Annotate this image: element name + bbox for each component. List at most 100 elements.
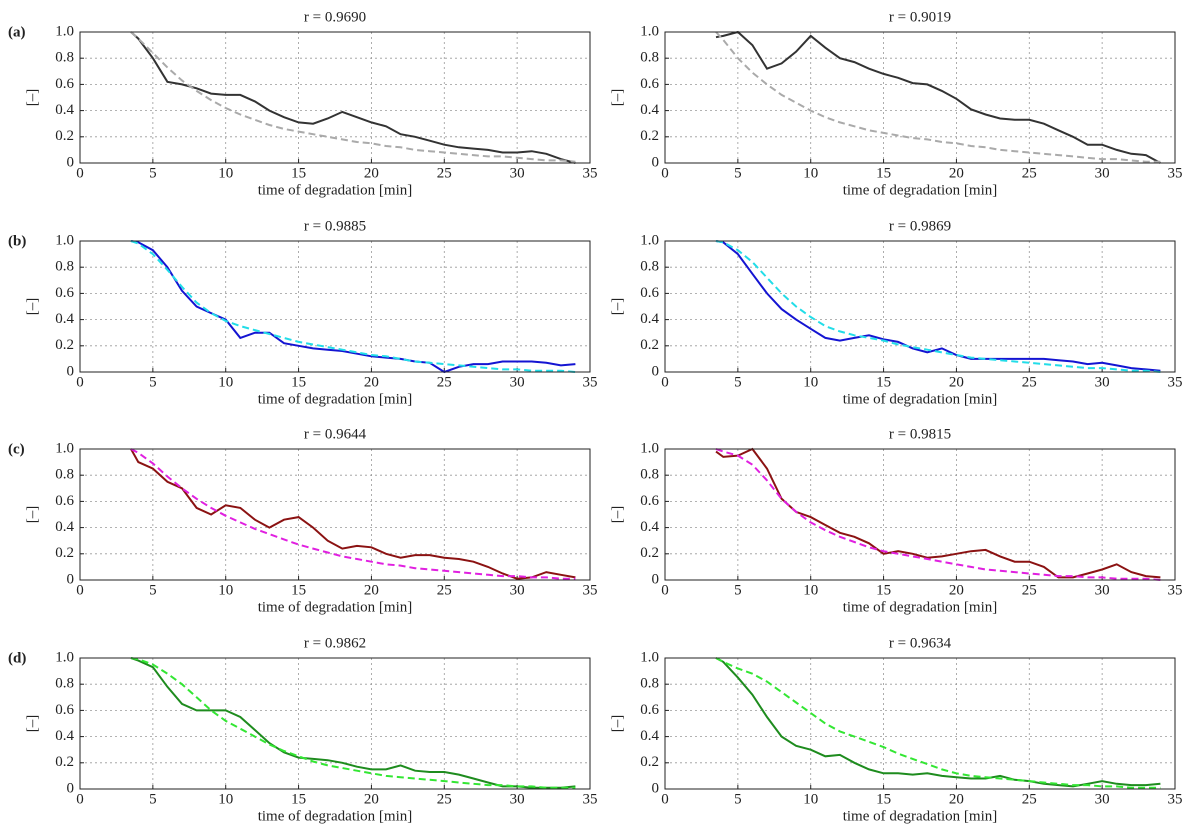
y-axis-label: [–] [24,89,40,107]
x-tick-label: 30 [1095,791,1110,807]
panel-label: (a) [8,24,26,40]
subplot: r = 0.9869 0 5 10 15 20 25 30 35 0 0.2 0.4 0.6 0.8 1.0… [609,218,1182,407]
chart-title: r = 0.9690 [304,9,366,25]
y-axis-label: [–] [609,715,625,733]
y-tick-label: 0 [652,780,660,796]
x-axis-label: time of degradation [min] [843,182,998,198]
x-tick-label: 30 [1095,374,1110,390]
data-line [715,447,1161,579]
x-axis-label: time of degradation [min] [843,808,998,824]
x-tick-label: 10 [218,165,233,181]
y-tick-label: 0.8 [640,259,659,275]
plot-frame [79,657,591,790]
y-tick-label: 0 [67,154,75,170]
x-tick-label: 30 [510,791,525,807]
y-tick-label: 0.2 [640,337,659,353]
x-tick-label: 20 [949,791,964,807]
y-axis-label: [–] [24,298,40,316]
y-tick-label: 0 [652,154,660,170]
y-tick-label: 0.6 [55,76,74,92]
x-tick-label: 35 [583,791,598,807]
x-tick-label: 15 [876,165,891,181]
y-tick-label: 0.4 [640,311,659,327]
x-tick-label: 10 [803,582,818,598]
x-tick-label: 30 [1095,582,1110,598]
data-line [715,30,1161,164]
y-axis-label: [–] [24,715,40,733]
x-axis-label: time of degradation [min] [258,182,413,198]
x-tick-label: 10 [218,791,233,807]
y-tick-label: 1.0 [55,440,74,456]
subplot: r = 0.9885 0 5 10 15 20 25 30 35 0 0.2 0.4 0.6 0.8 1.0… [24,218,597,407]
y-tick-label: 0 [67,571,75,587]
x-axis-label: time of degradation [min] [258,599,413,615]
y-tick-label: 1.0 [640,232,659,248]
x-tick-label: 20 [364,374,379,390]
y-tick-label: 0.8 [640,467,659,483]
x-tick-label: 30 [510,374,525,390]
y-tick-label: 0.8 [55,467,74,483]
y-tick-label: 1.0 [640,23,659,39]
x-tick-label: 0 [661,791,669,807]
x-tick-label: 30 [1095,165,1110,181]
y-tick-label: 1.0 [55,232,74,248]
y-tick-label: 0.8 [55,676,74,692]
y-tick-label: 1.0 [55,23,74,39]
x-tick-label: 5 [734,582,742,598]
x-tick-label: 10 [218,374,233,390]
y-axis-label: [–] [609,89,625,107]
subplot: r = 0.9862 0 5 10 15 20 25 30 35 0 0.2 0.4 0.6 0.8 1.0… [24,635,597,824]
x-tick-label: 30 [510,165,525,181]
y-tick-label: 1.0 [640,649,659,665]
data-line [715,240,1161,372]
x-axis-label: time of degradation [min] [843,391,998,407]
data-line [130,240,576,373]
plot-frame [79,240,591,373]
x-tick-label: 0 [76,582,84,598]
data-line [715,657,1161,788]
chart-title: r = 0.9019 [889,9,951,25]
y-tick-label: 0.6 [55,285,74,301]
chart-title: r = 0.9634 [889,635,952,651]
data-line [130,448,576,580]
x-tick-label: 25 [1022,791,1037,807]
y-tick-label: 0.2 [55,754,74,770]
x-tick-label: 35 [1168,582,1183,598]
y-axis-label: [–] [609,298,625,316]
y-tick-label: 0.6 [640,493,659,509]
plot-frame [664,657,1176,790]
y-tick-label: 0.8 [640,676,659,692]
y-tick-label: 0.4 [640,519,659,535]
x-tick-label: 5 [149,791,157,807]
y-tick-label: 0.4 [55,728,74,744]
data-line [130,240,576,374]
x-tick-label: 10 [803,374,818,390]
chart-title: r = 0.9644 [304,426,367,442]
x-tick-label: 35 [583,165,598,181]
x-axis-label: time of degradation [min] [258,808,413,824]
y-tick-label: 0.4 [640,102,659,118]
data-line [715,31,1161,163]
y-tick-label: 0.2 [640,128,659,144]
x-tick-label: 35 [1168,374,1183,390]
plot-frame [664,31,1176,164]
y-tick-label: 0.2 [55,545,74,561]
y-tick-label: 0.2 [640,545,659,561]
x-tick-label: 35 [583,582,598,598]
x-tick-label: 35 [583,374,598,390]
plot-frame [79,31,591,164]
x-tick-label: 5 [734,165,742,181]
x-tick-label: 20 [949,582,964,598]
x-tick-label: 10 [803,165,818,181]
y-tick-label: 0.4 [55,102,74,118]
x-tick-label: 5 [734,374,742,390]
y-tick-label: 0.2 [55,337,74,353]
data-line [715,657,1161,789]
x-tick-label: 20 [949,374,964,390]
subplot: r = 0.9019 0 5 10 15 20 25 30 35 0 0.2 0.4 0.6 0.8 1.0… [609,9,1182,198]
y-axis-label: [–] [609,506,625,524]
data-line [130,448,576,580]
y-tick-label: 0.8 [55,50,74,66]
x-tick-label: 15 [876,582,891,598]
x-tick-label: 35 [1168,791,1183,807]
